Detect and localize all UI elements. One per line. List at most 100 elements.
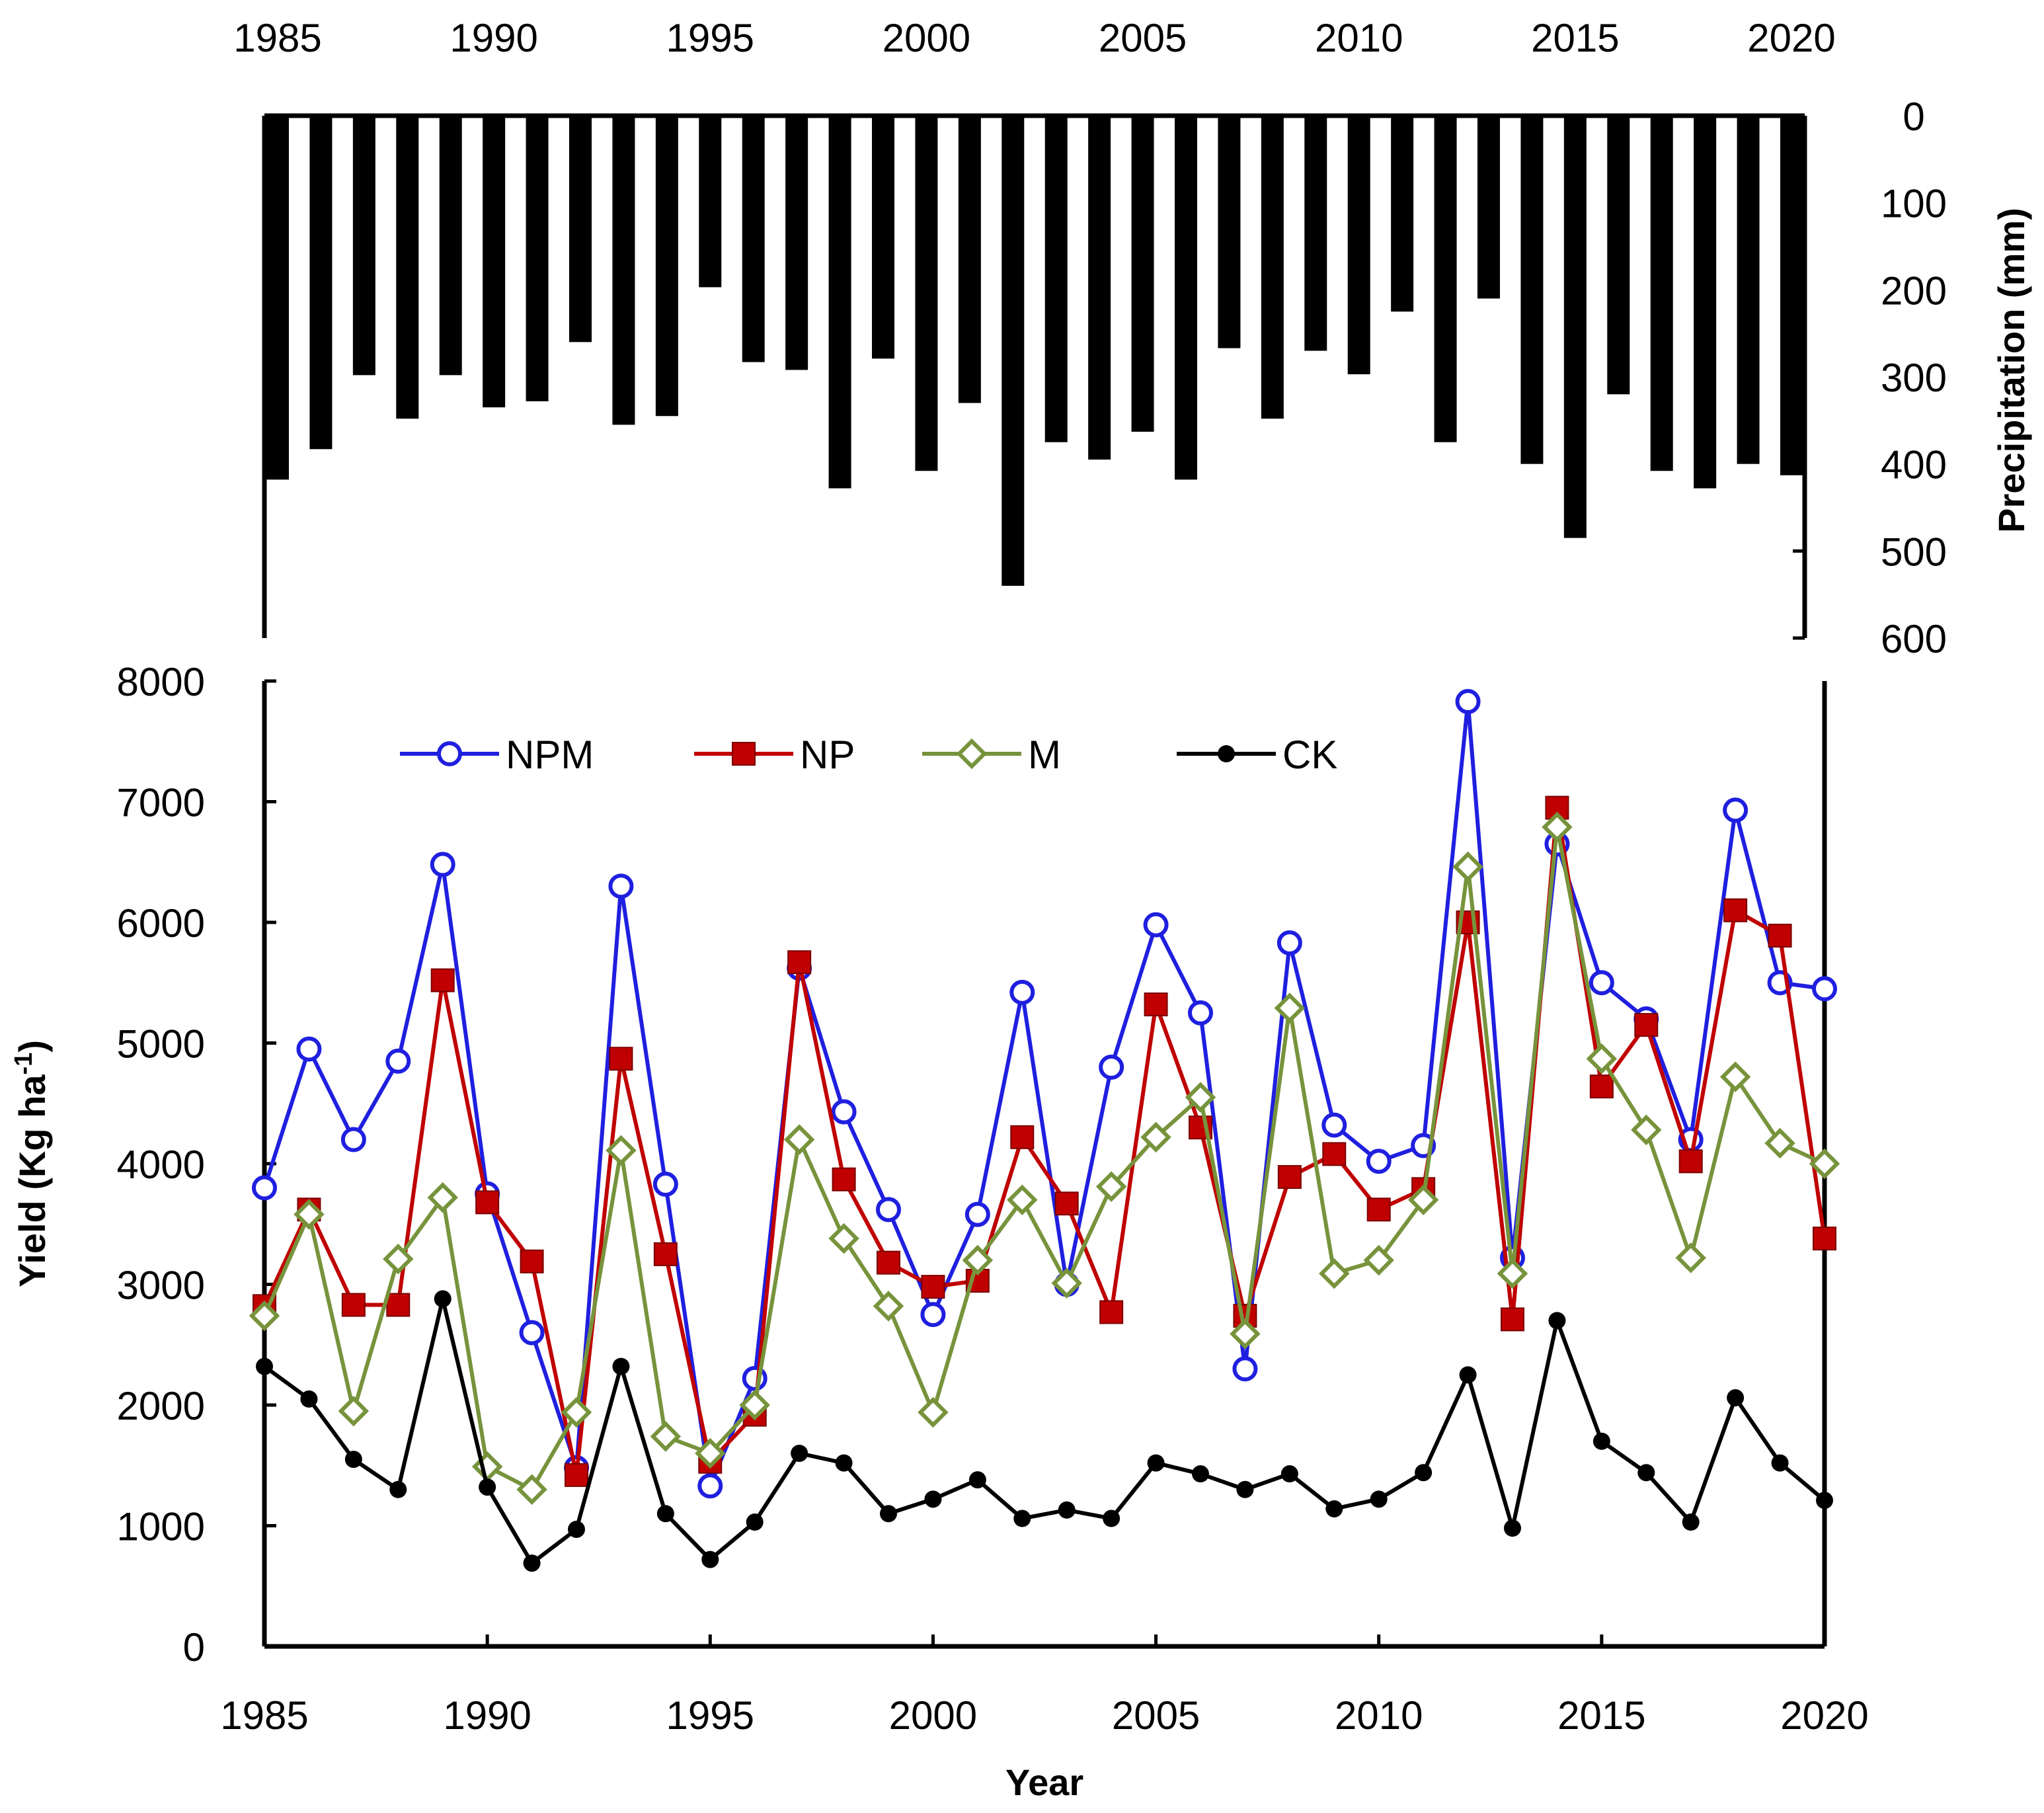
point-npm-2010	[1366, 1148, 1392, 1174]
point-m-2018	[1719, 1061, 1751, 1092]
yield-xtick-label: 1995	[666, 1693, 754, 1738]
point-npm-1994	[652, 1172, 678, 1197]
point-np-2008	[1277, 1165, 1302, 1189]
yield-xtick-label: 1985	[220, 1693, 308, 1738]
point-ck-2019	[1771, 1454, 1789, 1472]
point-npm-2020	[1812, 976, 1837, 1002]
point-ck-2014	[1548, 1312, 1566, 1330]
point-np-2004	[1099, 1300, 1124, 1324]
point-np-2005	[1144, 992, 1168, 1017]
precip-bar-2010	[1347, 116, 1370, 375]
precip-bar-2002	[1002, 116, 1025, 586]
point-np-2016	[1634, 1013, 1659, 1037]
precip-bar-1985	[266, 116, 289, 480]
yield-xtick-label: 1990	[443, 1693, 531, 1738]
yield-axis-title-x: Year	[1005, 1761, 1083, 1803]
point-m-1989	[427, 1182, 458, 1213]
precip-bar-1997	[785, 116, 808, 370]
point-npm-2015	[1589, 970, 1614, 996]
point-np-1992	[565, 1463, 588, 1487]
point-ck-1986	[300, 1390, 318, 1408]
precip-bar-2013	[1477, 116, 1500, 299]
legend-item-npm: NPM	[400, 733, 594, 777]
precip-bar-2014	[1520, 116, 1544, 464]
point-np-1988	[386, 1293, 411, 1317]
point-npm-2006	[1188, 1000, 1213, 1026]
point-ck-1985	[256, 1357, 273, 1375]
point-m-1987	[338, 1395, 370, 1427]
point-np-2002	[1010, 1125, 1035, 1149]
precip-bar-2011	[1391, 116, 1414, 312]
point-npm-2012	[1455, 689, 1481, 715]
precip-bar-2007	[1218, 116, 1241, 348]
precip-bar-1995	[699, 116, 722, 288]
point-ck-2016	[1637, 1464, 1655, 1482]
point-ck-2015	[1592, 1432, 1610, 1450]
point-ck-2005	[1147, 1454, 1165, 1472]
point-m-2020	[1809, 1148, 1840, 1180]
point-ck-2002	[1013, 1510, 1031, 1527]
point-npm-1993	[608, 873, 634, 899]
point-ck-2018	[1727, 1389, 1745, 1407]
precip-xtick-label: 2010	[1315, 16, 1403, 60]
point-np-1987	[341, 1293, 366, 1317]
precip-bar-2019	[1737, 116, 1760, 464]
precip-bar-2008	[1261, 116, 1284, 419]
point-np-1989	[430, 968, 455, 992]
point-ck-1989	[434, 1290, 452, 1308]
point-npm-1991	[519, 1320, 545, 1346]
point-np-1999	[877, 1250, 900, 1275]
precip-bar-1993	[612, 116, 635, 425]
point-npm-2007	[1232, 1356, 1258, 1382]
precip-bar-2012	[1434, 116, 1457, 442]
yield-ytick-label: 3000	[117, 1264, 205, 1308]
point-ck-2003	[1058, 1501, 1076, 1519]
yield-ytick-label: 2000	[117, 1384, 205, 1428]
legend-label: NPM	[506, 733, 594, 777]
yield-axis-title-main: Yield (Kg ha	[11, 1074, 53, 1287]
point-np-1990	[475, 1190, 500, 1215]
point-npm-2004	[1099, 1055, 1124, 1080]
series-line-ck	[263, 1297, 1826, 1566]
point-m-2006	[1185, 1082, 1216, 1113]
precip-bar-1990	[483, 116, 506, 408]
precip-bar-2016	[1607, 116, 1630, 395]
point-m-2000	[918, 1396, 949, 1428]
point-m-1997	[783, 1124, 815, 1155]
precip-ytick-label: 0	[1903, 95, 1924, 139]
point-ck-2007	[1236, 1480, 1254, 1498]
point-m-2019	[1764, 1127, 1795, 1159]
precip-bar-2017	[1650, 116, 1673, 471]
point-np-1997	[787, 950, 812, 975]
precip-axis-title: Precipitation (mm)	[1990, 208, 2032, 533]
yield-xtick-label: 2010	[1335, 1693, 1423, 1738]
legend-item-ck: CK	[1177, 733, 1337, 777]
point-m-1998	[828, 1223, 859, 1254]
yield-ytick-label: 0	[183, 1625, 205, 1670]
point-m-1992	[561, 1396, 592, 1428]
precip-xtick-label: 1990	[450, 16, 537, 60]
point-ck-1993	[612, 1357, 630, 1375]
point-ck-2013	[1504, 1519, 1521, 1537]
point-npm-1985	[252, 1175, 277, 1201]
point-m-1994	[650, 1421, 682, 1452]
point-ck-1998	[835, 1454, 853, 1472]
yield-panel: 1985 1990 1995 2000 2005 2010 2015 2020 0 1000 20…	[10, 660, 1869, 1803]
point-ck-2009	[1325, 1500, 1343, 1517]
point-m-1991	[516, 1474, 547, 1505]
point-m-1999	[873, 1291, 904, 1322]
point-np-2019	[1768, 924, 1792, 948]
precip-bar-1994	[655, 116, 678, 417]
series-line-m	[262, 825, 1826, 1492]
point-m-2014	[1542, 811, 1573, 843]
point-m-2003	[1051, 1268, 1082, 1299]
point-m-1986	[294, 1199, 325, 1230]
point-m-2011	[1407, 1184, 1439, 1215]
yield-xtick-label: 2005	[1112, 1693, 1200, 1738]
precip-bar-1989	[439, 116, 462, 376]
yield-axis-title-y: Yield (Kg ha-1)	[10, 1040, 53, 1287]
legend-marker	[437, 741, 462, 766]
point-npm-2008	[1277, 930, 1302, 956]
point-npm-1986	[296, 1036, 322, 1062]
